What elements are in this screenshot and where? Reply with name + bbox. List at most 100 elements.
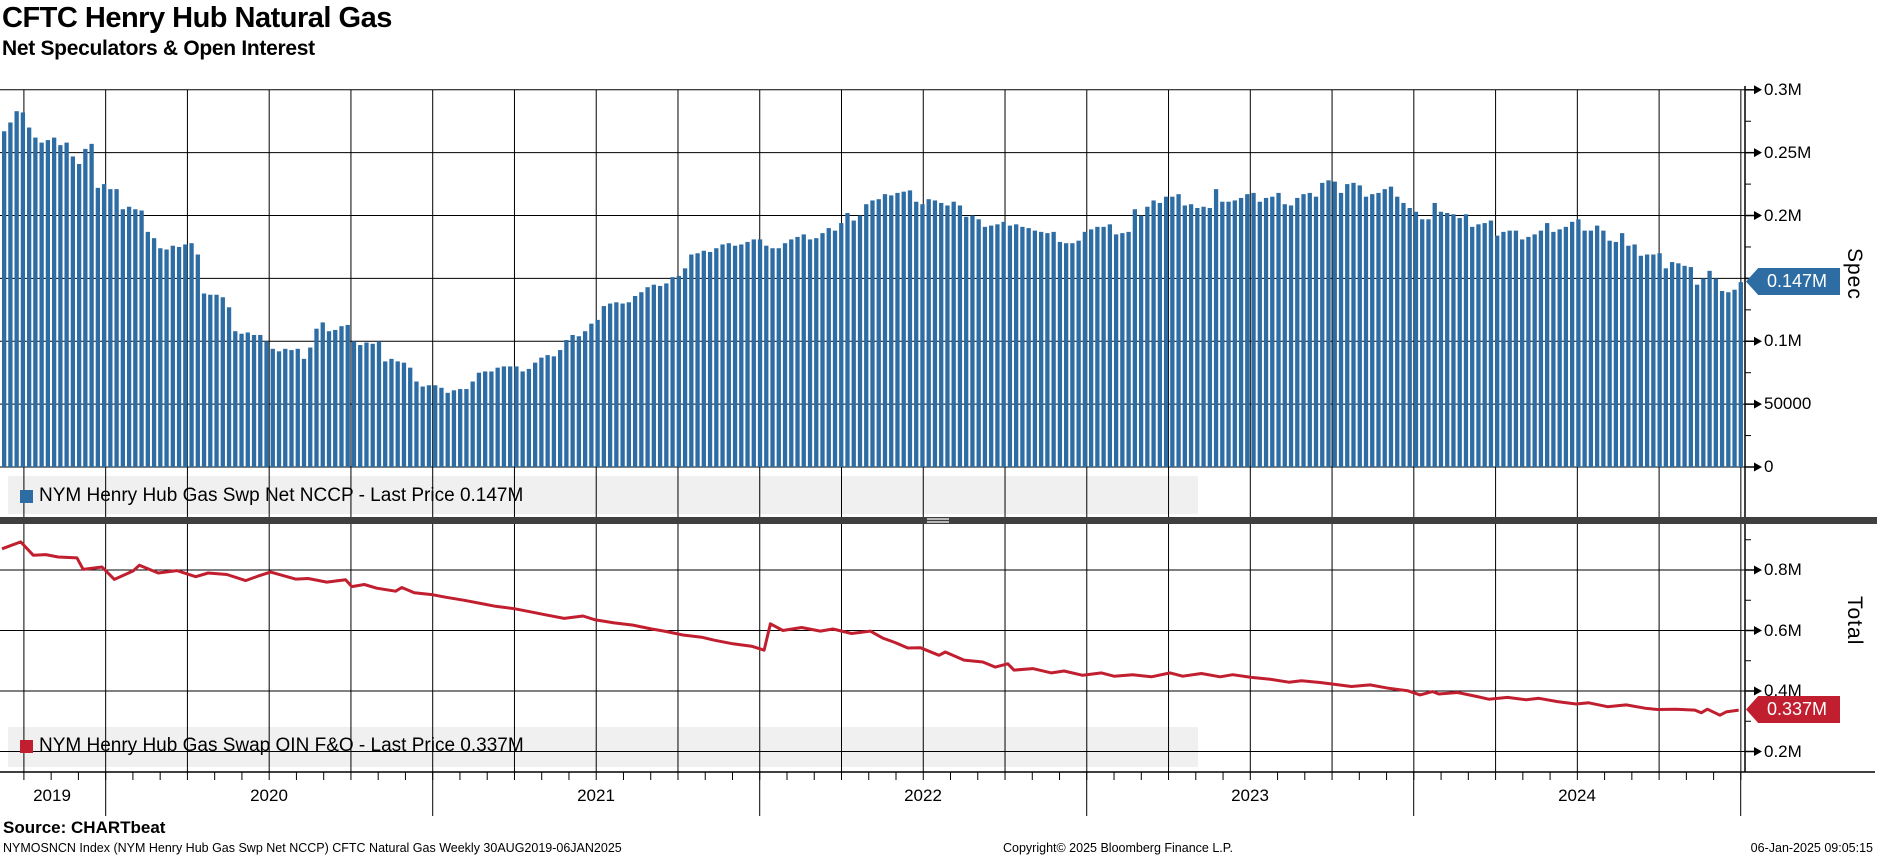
bar: [1333, 182, 1337, 467]
bar: [296, 349, 300, 467]
bar: [196, 255, 200, 467]
year-label-2019: 2019: [12, 786, 92, 806]
bar: [1551, 232, 1555, 467]
bar: [1176, 194, 1180, 467]
bar: [1114, 234, 1118, 467]
bar: [139, 211, 143, 467]
bar: [146, 232, 150, 467]
bar: [827, 228, 831, 467]
bar: [1308, 193, 1312, 467]
bar: [633, 296, 637, 467]
tick-arrow-icon: [1754, 747, 1762, 756]
bar: [1439, 212, 1443, 467]
separator-drag-handle[interactable]: [927, 518, 949, 523]
bar: [1458, 218, 1462, 467]
bar: [1183, 205, 1187, 467]
bar: [602, 306, 606, 467]
tick-arrow-icon: [1754, 687, 1762, 696]
bar: [233, 331, 237, 467]
bar: [458, 389, 462, 467]
bar: [1645, 255, 1649, 467]
page-subtitle: Net Speculators & Open Interest: [2, 37, 315, 61]
bar: [433, 385, 437, 467]
footer-datetime: 06-Jan-2025 09:05:15: [1751, 841, 1873, 855]
bar: [552, 356, 556, 467]
spec-bar-chart[interactable]: [0, 78, 1877, 517]
bar-series: [2, 111, 1743, 467]
bar: [383, 361, 387, 467]
bar: [970, 216, 974, 467]
bar: [1539, 231, 1543, 467]
bar: [870, 200, 874, 467]
spec-tick-label: 0.2M: [1764, 206, 1802, 226]
bar: [770, 248, 774, 467]
bar: [1607, 241, 1611, 467]
bar: [208, 295, 212, 467]
bar: [1533, 234, 1537, 467]
bar: [1264, 198, 1268, 467]
bar: [1301, 194, 1305, 467]
bar: [308, 348, 312, 467]
bar: [33, 138, 37, 467]
bar: [533, 363, 537, 467]
bar: [1470, 227, 1474, 467]
bar: [1389, 187, 1393, 467]
bar: [1639, 256, 1643, 467]
bar: [1358, 185, 1362, 467]
bar: [708, 252, 712, 467]
bar: [764, 246, 768, 467]
bar: [1595, 226, 1599, 467]
bar: [64, 143, 68, 467]
bar: [1033, 231, 1037, 467]
legend-spec[interactable]: NYM Henry Hub Gas Swp Net NCCP - Last Pr…: [20, 483, 523, 509]
bar: [1101, 227, 1105, 467]
bar: [1245, 194, 1249, 467]
bar: [1133, 209, 1137, 467]
bar: [1070, 243, 1074, 467]
bar: [1401, 203, 1405, 467]
legend-total[interactable]: NYM Henry Hub Gas Swap OIN F&O - Last Pr…: [20, 733, 524, 759]
bar: [483, 371, 487, 467]
bar: [1614, 242, 1618, 467]
bar: [1483, 223, 1487, 467]
bar: [133, 209, 137, 467]
bar: [1039, 232, 1043, 467]
bar: [183, 244, 187, 467]
bar: [1320, 183, 1324, 467]
bar: [683, 268, 687, 467]
bar: [1283, 204, 1287, 467]
bar: [945, 205, 949, 467]
bar: [21, 112, 25, 467]
bar: [833, 231, 837, 467]
bar: [1576, 219, 1580, 467]
bar: [1739, 282, 1743, 467]
bar: [1501, 232, 1505, 467]
bar: [414, 382, 418, 467]
bar: [1208, 208, 1212, 467]
bar: [364, 343, 368, 467]
bar: [1251, 193, 1255, 467]
bar: [889, 195, 893, 467]
bar: [452, 390, 456, 467]
bar: [864, 204, 868, 467]
bar: [1258, 202, 1262, 467]
tick-arrow-icon: [1754, 566, 1762, 575]
bar: [952, 202, 956, 467]
bar: [814, 238, 818, 467]
bar: [246, 332, 250, 467]
legend-swatch-red-icon: [20, 740, 33, 753]
bar: [1314, 197, 1318, 467]
bar: [852, 221, 856, 467]
bar: [733, 246, 737, 467]
bar: [1145, 207, 1149, 467]
total-line-chart[interactable]: [0, 524, 1877, 818]
bar: [1464, 214, 1468, 467]
bar: [1064, 243, 1068, 467]
bar: [1051, 232, 1055, 467]
bar: [727, 243, 731, 467]
bar: [277, 351, 281, 467]
tick-arrow-icon: [1754, 400, 1762, 409]
bar: [358, 345, 362, 467]
bar: [1426, 219, 1430, 467]
bar: [227, 307, 231, 467]
